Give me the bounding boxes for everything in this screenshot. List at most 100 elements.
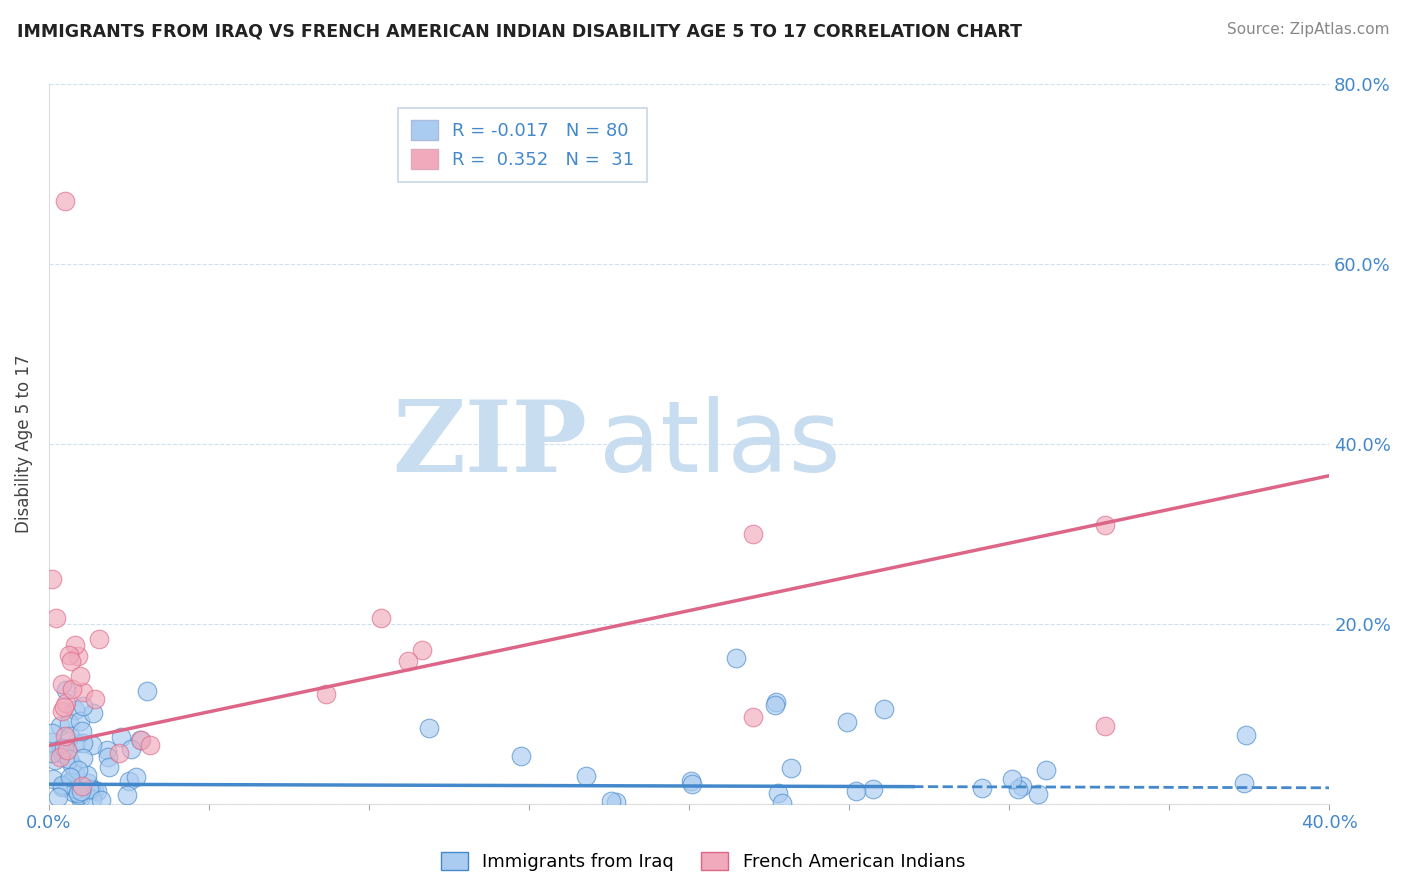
- Point: [370, 611, 392, 625]
- Point: [56, 777, 79, 791]
- Point: [125, 770, 148, 784]
- Text: ZIP: ZIP: [392, 396, 586, 492]
- Point: [681, 777, 703, 791]
- Text: Source: ZipAtlas.com: Source: ZipAtlas.com: [1226, 22, 1389, 37]
- Point: [862, 782, 884, 797]
- Point: [72, 699, 94, 714]
- Point: [70, 723, 93, 738]
- Point: [765, 695, 787, 709]
- Point: [835, 715, 858, 730]
- Point: [51, 746, 73, 760]
- Point: [44, 753, 66, 767]
- Point: [742, 710, 765, 724]
- Point: [315, 687, 337, 701]
- Point: [575, 769, 598, 783]
- Point: [129, 733, 152, 747]
- Point: [69, 790, 91, 805]
- Point: [72, 779, 94, 793]
- Point: [58, 648, 80, 662]
- Point: [41, 746, 63, 760]
- Point: [55, 696, 77, 710]
- Point: [779, 761, 801, 775]
- Point: [58, 716, 80, 731]
- Point: [59, 771, 82, 785]
- Point: [742, 527, 765, 541]
- Point: [51, 778, 73, 792]
- Point: [66, 763, 89, 777]
- Point: [725, 651, 748, 665]
- Point: [41, 572, 63, 586]
- Point: [59, 729, 82, 743]
- Point: [65, 781, 87, 796]
- Point: [63, 703, 86, 717]
- Point: [62, 785, 84, 799]
- Point: [63, 639, 86, 653]
- Point: [972, 780, 994, 795]
- Point: [110, 731, 132, 745]
- Point: [679, 774, 702, 789]
- Point: [58, 752, 80, 766]
- Point: [1233, 776, 1256, 790]
- Point: [53, 194, 76, 209]
- Y-axis label: Disability Age 5 to 17: Disability Age 5 to 17: [15, 355, 32, 533]
- Point: [79, 782, 101, 797]
- Point: [51, 677, 73, 691]
- Point: [60, 654, 83, 668]
- Point: [59, 775, 82, 789]
- Point: [1011, 779, 1033, 793]
- Point: [135, 683, 157, 698]
- Point: [80, 781, 103, 796]
- Point: [80, 792, 103, 806]
- Point: [69, 714, 91, 729]
- Point: [418, 721, 440, 735]
- Point: [51, 780, 73, 794]
- Text: IMMIGRANTS FROM IRAQ VS FRENCH AMERICAN INDIAN DISABILITY AGE 5 TO 17 CORRELATIO: IMMIGRANTS FROM IRAQ VS FRENCH AMERICAN …: [17, 22, 1022, 40]
- Point: [1001, 772, 1024, 786]
- Point: [1007, 781, 1029, 796]
- Point: [1094, 518, 1116, 533]
- Point: [51, 741, 73, 756]
- Point: [67, 788, 90, 802]
- Point: [76, 776, 98, 790]
- Text: atlas: atlas: [599, 396, 841, 492]
- Legend: Immigrants from Iraq, French American Indians: Immigrants from Iraq, French American In…: [433, 845, 973, 879]
- Point: [56, 743, 79, 757]
- Point: [83, 783, 105, 797]
- Point: [53, 700, 76, 714]
- Point: [65, 736, 87, 750]
- Point: [41, 726, 63, 740]
- Point: [67, 648, 90, 663]
- Point: [1035, 763, 1057, 777]
- Point: [41, 735, 63, 749]
- Point: [411, 643, 433, 657]
- Point: [55, 683, 77, 698]
- Point: [76, 768, 98, 782]
- Point: [108, 746, 131, 760]
- Point: [97, 759, 120, 773]
- Point: [396, 654, 419, 668]
- Point: [60, 758, 83, 772]
- Point: [67, 786, 90, 800]
- Point: [53, 741, 76, 756]
- Point: [873, 701, 896, 715]
- Point: [46, 789, 69, 804]
- Point: [128, 732, 150, 747]
- Point: [770, 796, 793, 810]
- Point: [845, 784, 868, 798]
- Point: [82, 738, 104, 752]
- Point: [1026, 787, 1049, 801]
- Point: [63, 765, 86, 780]
- Point: [766, 786, 789, 800]
- Point: [72, 736, 94, 750]
- Point: [70, 784, 93, 798]
- Point: [117, 788, 139, 802]
- Point: [53, 729, 76, 743]
- Point: [45, 610, 67, 624]
- Point: [48, 719, 70, 733]
- Point: [96, 742, 118, 756]
- Point: [1094, 719, 1116, 733]
- Point: [86, 783, 108, 797]
- Point: [84, 692, 107, 706]
- Point: [51, 704, 73, 718]
- Point: [82, 706, 104, 720]
